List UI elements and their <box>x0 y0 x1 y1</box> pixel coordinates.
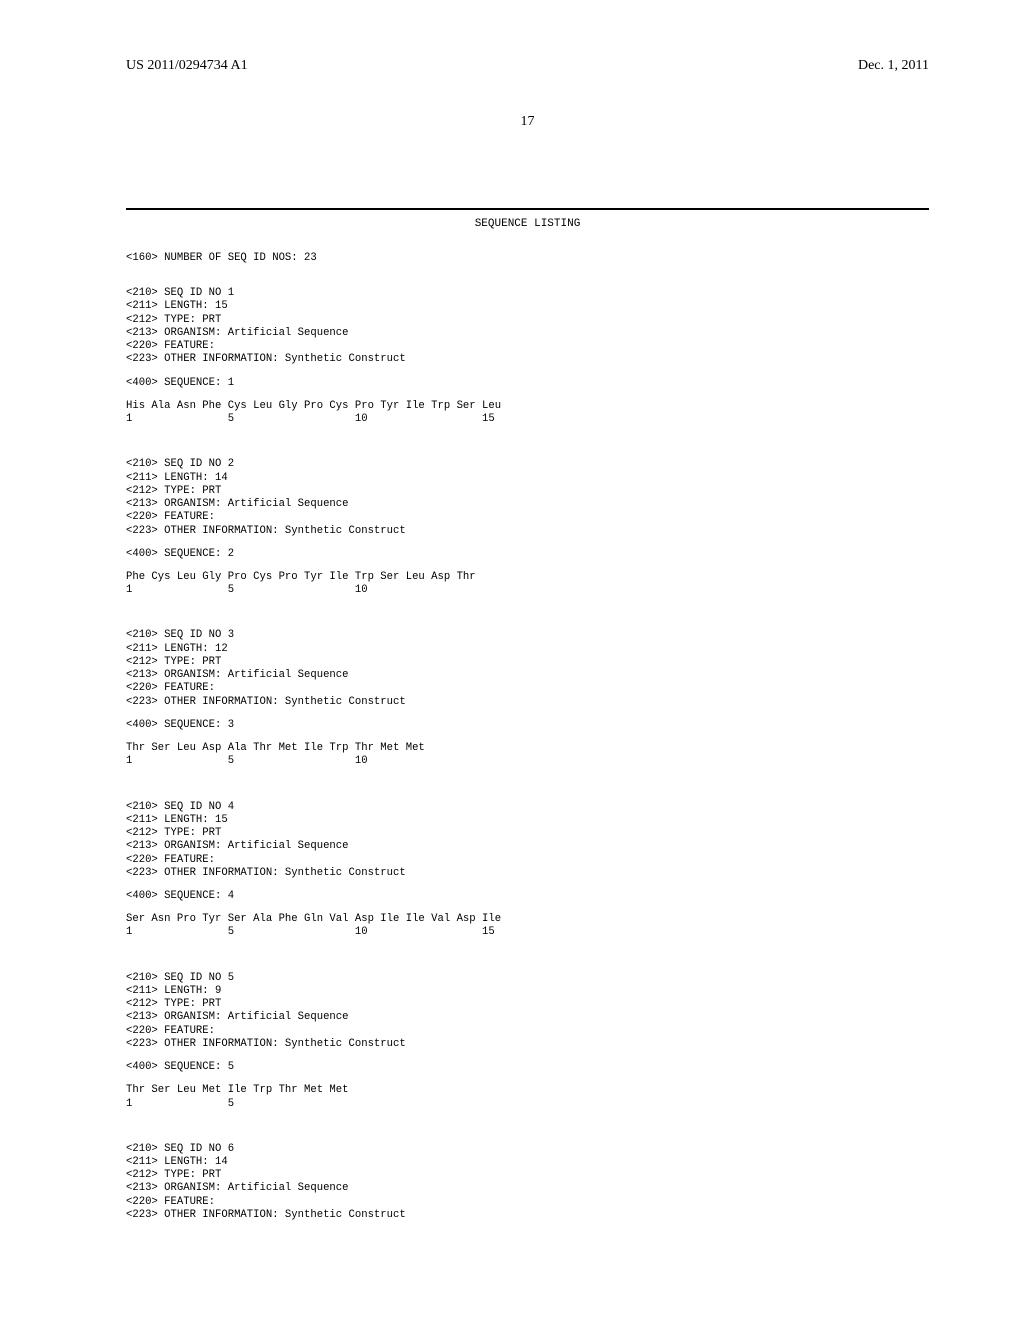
sequence-entry: <210> SEQ ID NO 2 <211> LENGTH: 14 <212>… <box>126 436 929 607</box>
sequence-label: <400> SEQUENCE: 1 <box>126 377 929 390</box>
sequence-label: <400> SEQUENCE: 3 <box>126 719 929 732</box>
sequence-entries: <210> SEQ ID NO 1 <211> LENGTH: 15 <212>… <box>126 265 929 1222</box>
sequence-residues: Phe Cys Leu Gly Pro Cys Pro Tyr Ile Trp … <box>126 571 929 597</box>
num-seqs-line: <160> NUMBER OF SEQ ID NOS: 23 <box>126 252 929 265</box>
sequence-entry: <210> SEQ ID NO 4 <211> LENGTH: 15 <212>… <box>126 779 929 950</box>
sequence-residues: Thr Ser Leu Met Ile Trp Thr Met Met 1 5 <box>126 1084 929 1110</box>
sequence-meta: <210> SEQ ID NO 5 <211> LENGTH: 9 <212> … <box>126 972 929 1051</box>
sequence-label: <400> SEQUENCE: 2 <box>126 548 929 561</box>
publication-number: US 2011/0294734 A1 <box>126 58 248 74</box>
header-row: US 2011/0294734 A1 Dec. 1, 2011 <box>126 58 929 74</box>
sequence-entry: <210> SEQ ID NO 6 <211> LENGTH: 14 <212>… <box>126 1121 929 1222</box>
sequence-residues: His Ala Asn Phe Cys Leu Gly Pro Cys Pro … <box>126 400 929 426</box>
sequence-label: <400> SEQUENCE: 4 <box>126 890 929 903</box>
sequence-meta: <210> SEQ ID NO 4 <211> LENGTH: 15 <212>… <box>126 801 929 880</box>
sequence-entry: <210> SEQ ID NO 3 <211> LENGTH: 12 <212>… <box>126 607 929 778</box>
sequence-meta: <210> SEQ ID NO 1 <211> LENGTH: 15 <212>… <box>126 287 929 366</box>
page-number: 17 <box>126 114 929 130</box>
sequence-label: <400> SEQUENCE: 5 <box>126 1061 929 1074</box>
sequence-meta: <210> SEQ ID NO 2 <211> LENGTH: 14 <212>… <box>126 458 929 537</box>
sequence-entry: <210> SEQ ID NO 1 <211> LENGTH: 15 <212>… <box>126 265 929 436</box>
publication-date: Dec. 1, 2011 <box>858 58 929 74</box>
sequence-meta: <210> SEQ ID NO 6 <211> LENGTH: 14 <212>… <box>126 1143 929 1222</box>
sequence-meta: <210> SEQ ID NO 3 <211> LENGTH: 12 <212>… <box>126 629 929 708</box>
sequence-residues: Ser Asn Pro Tyr Ser Ala Phe Gln Val Asp … <box>126 913 929 939</box>
sequence-entry: <210> SEQ ID NO 5 <211> LENGTH: 9 <212> … <box>126 950 929 1121</box>
page: US 2011/0294734 A1 Dec. 1, 2011 17 SEQUE… <box>0 0 1024 1262</box>
sequence-residues: Thr Ser Leu Asp Ala Thr Met Ile Trp Thr … <box>126 742 929 768</box>
sequence-listing-title: SEQUENCE LISTING <box>126 210 929 252</box>
